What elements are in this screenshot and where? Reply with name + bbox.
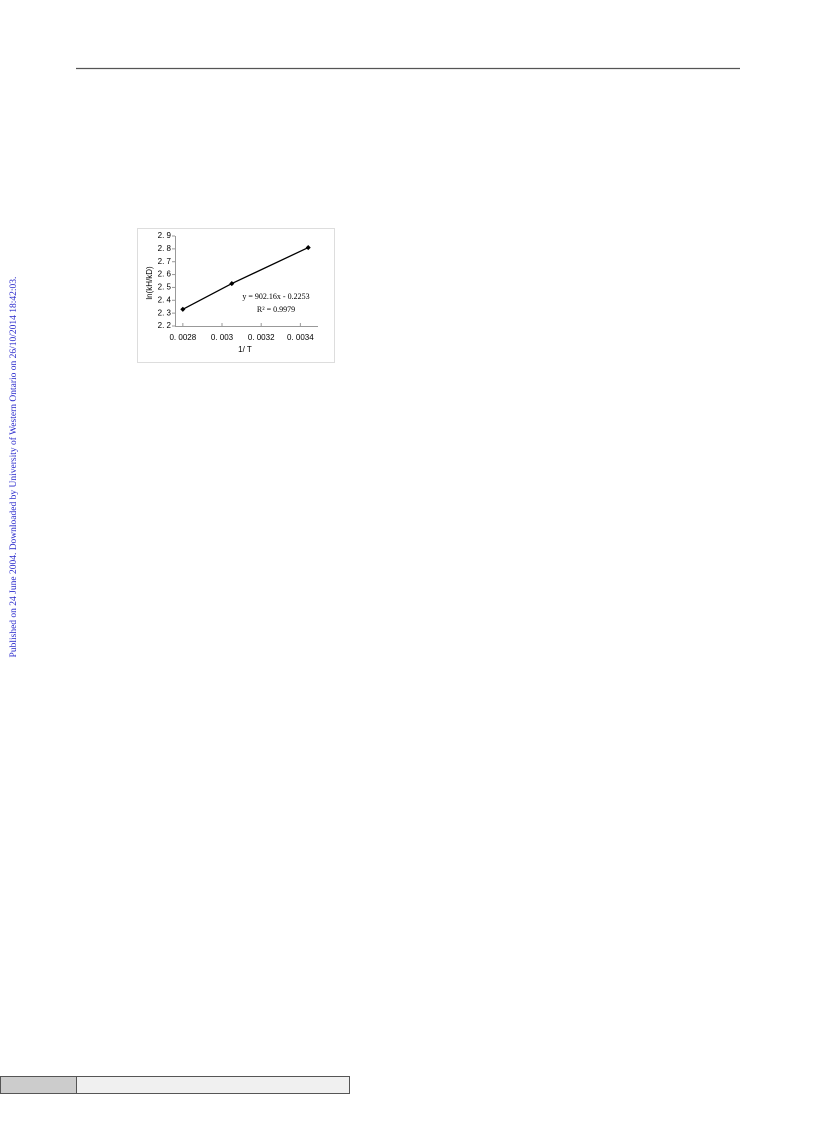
data-point bbox=[180, 306, 186, 312]
x-axis-title: 1/ T bbox=[238, 345, 252, 354]
y-tick-label: 2. 7 bbox=[158, 257, 172, 266]
x-tick-label: 0. 0032 bbox=[248, 333, 275, 342]
y-tick-label: 2. 2 bbox=[158, 321, 172, 330]
sidebar-text: Published on 24 June 2004. Downloaded by… bbox=[8, 277, 19, 658]
annotation: R² = 0.9979 bbox=[257, 305, 295, 314]
footer-bar-left bbox=[0, 1076, 77, 1094]
x-tick-label: 0. 0034 bbox=[287, 333, 314, 342]
x-tick-label: 0. 003 bbox=[211, 333, 234, 342]
y-axis-title: ln(kH/kD) bbox=[145, 266, 154, 300]
data-point bbox=[305, 245, 311, 251]
y-tick-label: 2. 4 bbox=[158, 295, 172, 304]
data-point bbox=[229, 281, 235, 287]
y-tick-label: 2. 5 bbox=[158, 283, 172, 292]
y-tick-label: 2. 8 bbox=[158, 244, 172, 253]
x-tick-label: 0. 0028 bbox=[169, 333, 196, 342]
y-tick-label: 2. 6 bbox=[158, 270, 172, 279]
y-tick-label: 2. 9 bbox=[158, 231, 172, 240]
y-tick-label: 2. 3 bbox=[158, 308, 172, 317]
annotation: y = 902.16x - 0.2253 bbox=[242, 292, 309, 301]
